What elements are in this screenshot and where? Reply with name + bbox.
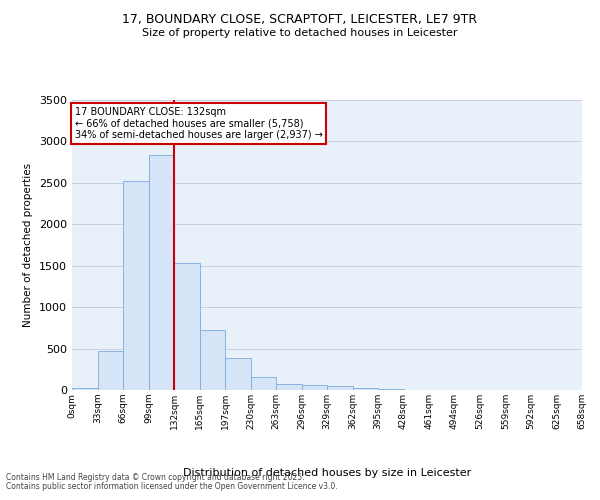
Bar (123, 181, 149, 390)
Bar (174, 263, 199, 390)
Bar (199, 330, 225, 390)
Bar (353, 388, 378, 390)
Bar (302, 386, 327, 390)
Bar (378, 389, 404, 390)
Text: 17 BOUNDARY CLOSE: 132sqm
← 66% of detached houses are smaller (5,758)
34% of se: 17 BOUNDARY CLOSE: 132sqm ← 66% of detac… (74, 108, 322, 140)
Text: 17, BOUNDARY CLOSE, SCRAPTOFT, LEICESTER, LE7 9TR: 17, BOUNDARY CLOSE, SCRAPTOFT, LEICESTER… (122, 12, 478, 26)
Text: Contains public sector information licensed under the Open Government Licence v3: Contains public sector information licen… (6, 482, 338, 491)
Bar (97, 351, 123, 390)
Y-axis label: Number of detached properties: Number of detached properties (23, 163, 34, 327)
Bar (251, 377, 276, 390)
X-axis label: Distribution of detached houses by size in Leicester: Distribution of detached houses by size … (183, 468, 471, 478)
Text: Contains HM Land Registry data © Crown copyright and database right 2025.: Contains HM Land Registry data © Crown c… (6, 473, 305, 482)
Bar (72, 388, 97, 390)
Bar (149, 154, 174, 390)
Bar (327, 386, 353, 390)
Bar (276, 384, 302, 390)
Text: Size of property relative to detached houses in Leicester: Size of property relative to detached ho… (142, 28, 458, 38)
Bar (225, 358, 251, 390)
